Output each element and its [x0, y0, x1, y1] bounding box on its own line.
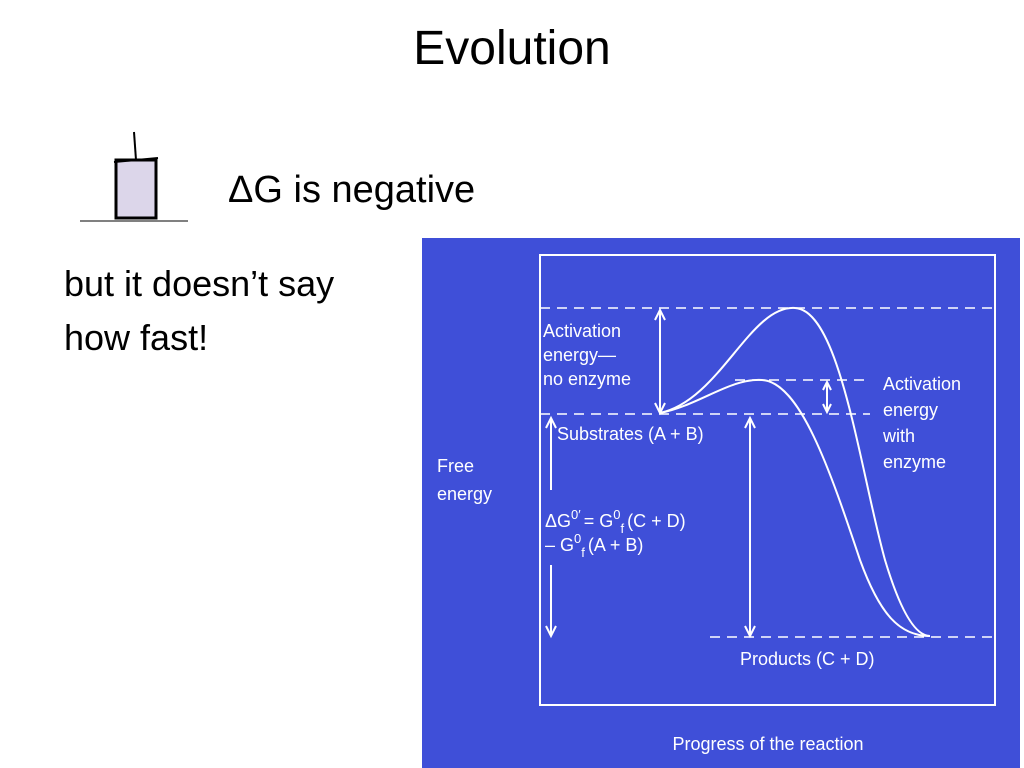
- formula-part: f: [620, 521, 624, 536]
- label: Substrates (A + B): [557, 424, 704, 444]
- formula-part: f: [581, 545, 585, 560]
- body-line: how fast!: [64, 317, 208, 358]
- label: energy: [883, 400, 938, 420]
- formula-part: 0: [574, 531, 581, 546]
- formula-part: 0: [613, 507, 620, 522]
- formula-part: = G: [584, 511, 614, 531]
- formula-part: – G: [545, 535, 574, 555]
- slide-title: Evolution: [413, 22, 610, 75]
- formula: – G0f (A + B): [545, 531, 643, 560]
- axis-label: Progress of the reaction: [672, 734, 863, 754]
- formula: ΔG0′ = G0f (C + D): [545, 507, 686, 536]
- label: no enzyme: [543, 369, 631, 389]
- axis-label: energy: [437, 484, 492, 504]
- label: enzyme: [883, 452, 946, 472]
- label: with: [882, 426, 915, 446]
- label: Products (C + D): [740, 649, 875, 669]
- formula-part: (C + D): [627, 511, 686, 531]
- candle-icon: [80, 131, 188, 222]
- label: energy—: [543, 345, 616, 365]
- body-line: but it doesn’t say: [64, 263, 334, 304]
- axis-label: Free: [437, 456, 474, 476]
- formula-part: 0′: [571, 507, 581, 522]
- formula-part: ΔG: [545, 511, 571, 531]
- bullet: ΔG is negative: [228, 169, 475, 211]
- formula-part: (A + B): [588, 535, 644, 555]
- label: Activation: [543, 321, 621, 341]
- energy-diagram: Activation energy— no enzyme Activation …: [422, 238, 1020, 768]
- label: Activation: [883, 374, 961, 394]
